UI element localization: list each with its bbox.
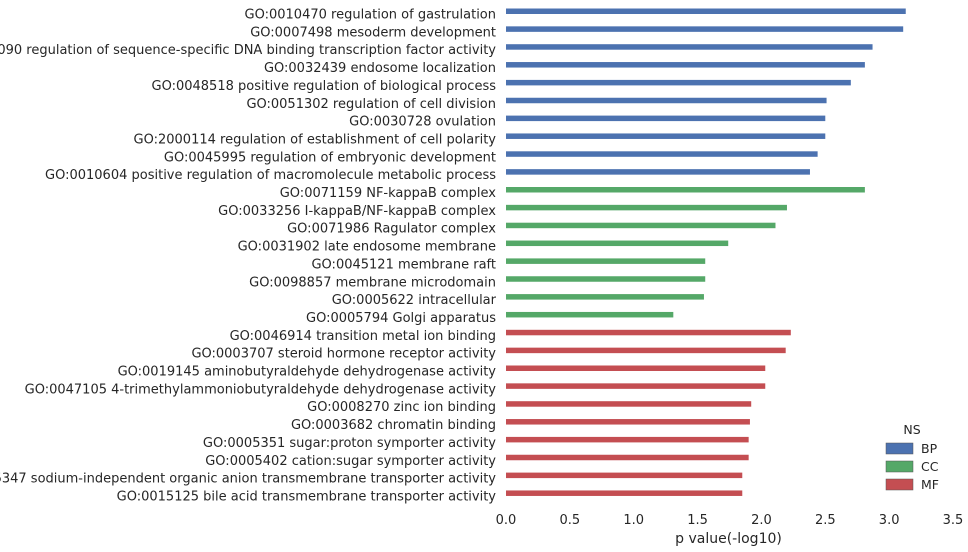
bar-bp	[506, 44, 873, 50]
bar-cc	[506, 294, 704, 300]
x-tick-label: 1.0	[623, 513, 644, 528]
category-label: GO:0046914 transition metal ion binding	[230, 329, 496, 344]
category-label: GO:0008270 zinc ion binding	[307, 400, 496, 415]
category-label: GO:0003682 chromatin binding	[291, 418, 496, 433]
x-tick-label: 3.5	[943, 513, 964, 528]
x-tick-label: 2.5	[815, 513, 836, 528]
x-tick-label: 1.5	[687, 513, 708, 528]
category-label: GO:0045121 membrane raft	[311, 257, 496, 272]
bar-mf	[506, 365, 766, 371]
bar-cc	[506, 204, 787, 211]
legend-swatch-mf	[885, 478, 914, 491]
category-label: GO:0015125 bile acid transmembrane trans…	[117, 489, 497, 504]
bar-mf	[506, 490, 743, 496]
bars-group	[506, 8, 906, 496]
x-tick-labels-group: 0.0 0.5 1.0 1.5 2.0 2.5 3.0 3.5	[496, 513, 964, 528]
legend-label-cc: CC	[921, 459, 939, 474]
category-label: GO:0048518 positive regulation of biolog…	[152, 79, 497, 94]
bar-cc	[506, 311, 674, 318]
bar-mf	[506, 454, 749, 461]
legend-title: NS	[903, 422, 920, 437]
category-label: GO:0047105 4-trimethylammoniobutyraldehy…	[25, 382, 497, 397]
bar-cc	[506, 240, 729, 247]
legend-swatch-cc	[885, 460, 914, 473]
bar-mf	[506, 347, 786, 354]
bar-cc	[506, 187, 865, 193]
category-label: GO:0005351 sugar:proton symporter activi…	[203, 436, 496, 451]
category-label: GO:2000114 regulation of establishment o…	[134, 132, 497, 147]
bar-bp	[506, 62, 865, 68]
category-labels-group: GO:0010470 regulation of gastrulation GO:…	[0, 8, 497, 505]
bar-bp	[506, 97, 827, 104]
category-label: GO:0015347 sodium-independent organic an…	[0, 472, 496, 487]
bar-mf	[506, 472, 743, 479]
x-tick-label: 2.0	[751, 513, 772, 528]
bar-mf	[506, 401, 752, 407]
category-label: GO:0071986 Ragulator complex	[287, 222, 496, 237]
category-label: GO:0051090 regulation of sequence-specif…	[0, 43, 496, 58]
category-label: GO:0031902 late endosome membrane	[238, 240, 496, 255]
bar-bp	[506, 169, 810, 175]
bar-cc	[506, 222, 776, 229]
bar-bp	[506, 133, 826, 139]
legend-swatch-bp	[885, 442, 914, 455]
category-label: GO:0005622 intracellular	[332, 293, 497, 308]
category-label: GO:0045995 regulation of embryonic devel…	[164, 150, 496, 165]
category-label: GO:0007498 mesoderm development	[250, 25, 496, 40]
x-tick-label: 0.5	[560, 513, 581, 528]
bar-cc	[506, 258, 706, 264]
category-label: GO:0071159 NF-kappaB complex	[280, 186, 497, 201]
legend-label-mf: MF	[921, 477, 939, 492]
category-label: GO:0010470 regulation of gastrulation	[245, 8, 496, 23]
category-label: GO:0098857 membrane microdomain	[249, 275, 496, 290]
category-label: GO:0030728 ovulation	[349, 115, 496, 130]
bar-mf	[506, 436, 749, 443]
category-label: GO:0005402 cation:sugar symporter activi…	[205, 454, 496, 469]
bar-bp	[506, 79, 851, 86]
legend-label-bp: BP	[921, 441, 938, 456]
category-label: GO:0005794 Golgi apparatus	[306, 311, 496, 326]
bar-bp	[506, 8, 906, 14]
category-label: GO:0003707 steroid hormone receptor acti…	[191, 347, 496, 362]
legend: NS BP CC MF	[885, 422, 939, 492]
bar-mf	[506, 329, 791, 336]
x-tick-label: 0.0	[496, 513, 517, 528]
category-label: GO:0032439 endosome localization	[264, 61, 496, 76]
category-label: GO:0051302 regulation of cell division	[246, 97, 496, 112]
category-label: GO:0010604 positive regulation of macrom…	[45, 168, 496, 183]
bar-cc	[506, 276, 706, 282]
category-label: GO:0033256 I-kappaB/NF-kappaB complex	[218, 204, 496, 219]
bar-bp	[506, 26, 904, 32]
bar-mf	[506, 419, 750, 425]
bar-mf	[506, 383, 766, 389]
bar-bp	[506, 151, 818, 157]
x-axis-title: p value(-log10)	[675, 531, 782, 547]
x-tick-label: 3.0	[879, 513, 900, 528]
category-label: GO:0019145 aminobutyraldehyde dehydrogen…	[118, 365, 497, 380]
bar-bp	[506, 115, 826, 122]
